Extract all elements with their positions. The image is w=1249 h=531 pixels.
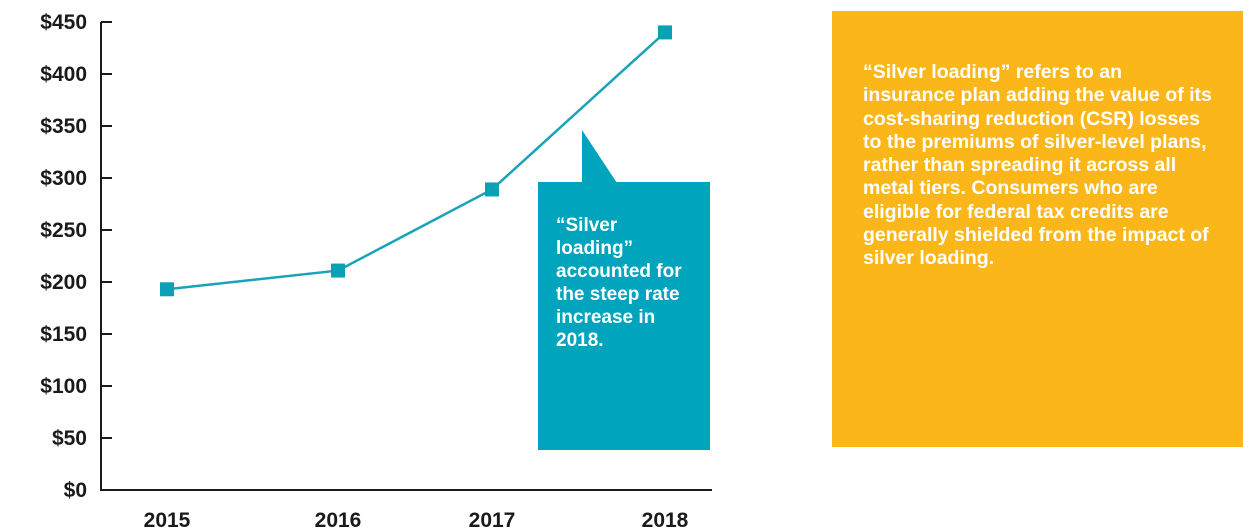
y-tick-label: $350 [40,115,87,138]
x-tick-label: 2016 [315,509,362,531]
y-tick-label: $150 [40,323,87,346]
chart-axes [100,22,712,491]
info-box-text: “Silver loading” refers to an insurance … [863,61,1212,270]
callout-pointer [582,130,617,183]
callout-box [538,182,710,450]
series-line [166,31,666,291]
y-axis-ticks: $0 $50 $100 $150 $200 $250 $300 $350 $400 $450 [40,11,112,502]
data-point-marker [160,282,174,297]
callout [538,130,710,450]
data-point-marker [485,182,499,197]
callout-text: “Silver loading” accounted for the steep… [556,215,682,351]
y-tick-label: $250 [40,219,87,242]
data-point-marker [658,25,672,40]
x-axis-ticks: 2015 2016 2017 2018 [144,509,689,531]
y-tick-label: $0 [64,479,87,502]
y-tick-label: $200 [40,271,87,294]
info-box: “Silver loading” refers to an insurance … [832,11,1243,447]
x-tick-label: 2015 [144,509,191,531]
y-tick-label: $400 [40,63,87,86]
x-tick-label: 2017 [469,509,516,531]
x-tick-label: 2018 [642,509,689,531]
y-tick-label: $100 [40,375,87,398]
data-point-marker [331,263,345,278]
y-tick-label: $300 [40,167,87,190]
y-tick-label: $50 [52,427,87,450]
y-tick-label: $450 [40,11,87,34]
series-group [160,25,672,297]
